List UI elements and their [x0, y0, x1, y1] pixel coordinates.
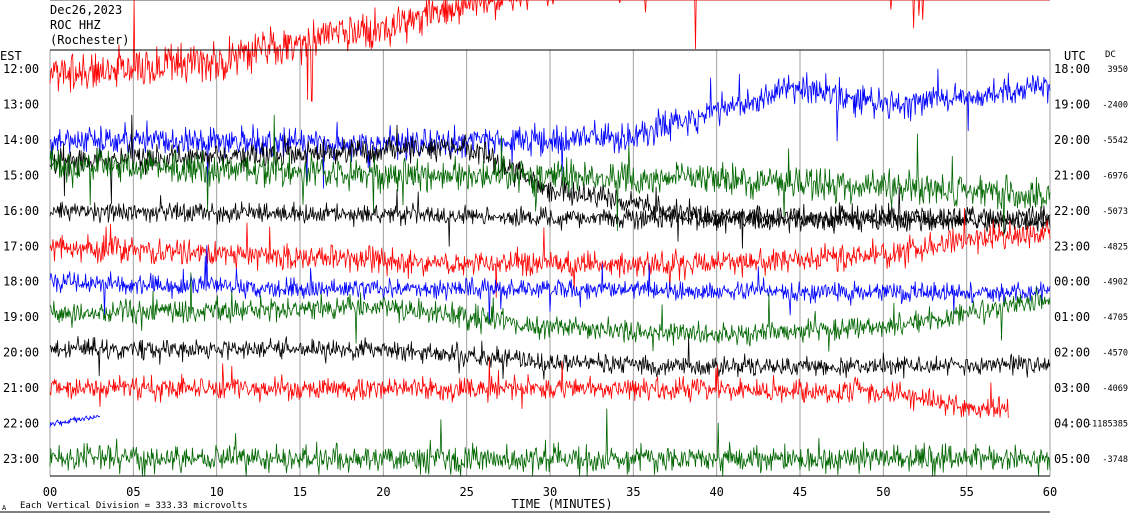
dc-value: -1185385 — [1087, 420, 1128, 430]
trace-layer — [49, 0, 1051, 477]
dc-value: -6976 — [1102, 171, 1128, 181]
seismic-trace-line — [49, 272, 1051, 352]
dc-value: -4570 — [1102, 349, 1128, 359]
x-tick-label: 35 — [626, 485, 640, 499]
est-tick-label: 12:00 — [3, 62, 39, 76]
x-tick-label: 25 — [459, 485, 473, 499]
est-tick-label: 16:00 — [3, 204, 39, 218]
x-tick-label: 00 — [43, 485, 57, 499]
label-layer: EST UTC DC TIME (MINUTES) A Each Vertica… — [0, 49, 1128, 512]
est-tick-label: 21:00 — [3, 381, 39, 395]
header-date: Dec26,2023 — [50, 3, 123, 17]
dc-value: -5073 — [1102, 207, 1128, 217]
seismic-trace-line — [49, 114, 1051, 236]
utc-tick-label: 20:00 — [1054, 133, 1090, 147]
x-tick-label: 40 — [709, 485, 723, 499]
est-tick-label: 13:00 — [3, 97, 39, 111]
scale-note: Each Vertical Division = 333.33 microvol… — [20, 501, 248, 511]
x-tick-label: 15 — [293, 485, 307, 499]
est-tick-label: 14:00 — [3, 133, 39, 147]
x-tick-label: 50 — [876, 485, 890, 499]
utc-tick-label: 04:00 — [1054, 417, 1090, 431]
seismic-trace-line — [49, 358, 1009, 419]
dc-value: -2400 — [1102, 100, 1128, 110]
seismic-trace-line — [49, 0, 1050, 102]
utc-axis-title: UTC — [1064, 49, 1086, 63]
seismic-trace-line — [49, 68, 1051, 189]
est-tick-label: 15:00 — [3, 168, 39, 182]
utc-tick-label: 21:00 — [1054, 168, 1090, 182]
seismic-trace-line — [49, 245, 1051, 324]
utc-tick-label: 00:00 — [1054, 275, 1090, 289]
dc-value: -4705 — [1102, 313, 1128, 323]
est-tick-label: 20:00 — [3, 346, 39, 360]
seismic-trace-line — [49, 189, 1051, 247]
header-station: ROC HHZ — [50, 18, 101, 32]
utc-tick-label: 03:00 — [1054, 381, 1090, 395]
dc-value: -5542 — [1102, 136, 1128, 146]
header-location: (Rochester) — [50, 33, 130, 47]
dc-value: -4069 — [1102, 384, 1128, 394]
x-tick-label: 05 — [126, 485, 140, 499]
x-tick-label: 45 — [793, 485, 807, 499]
seismic-trace-line — [49, 336, 1051, 380]
est-tick-label: 19:00 — [3, 310, 39, 324]
seismic-trace-line — [49, 114, 1051, 249]
dc-column-title: DC — [1105, 50, 1116, 60]
utc-tick-label: 18:00 — [1054, 62, 1090, 76]
utc-tick-label: 23:00 — [1054, 239, 1090, 253]
seismic-trace-line — [49, 408, 1051, 477]
frame-layer — [0, 49, 1050, 513]
est-tick-label: 22:00 — [3, 417, 39, 431]
footer-mark: A — [2, 504, 7, 512]
est-tick-label: 17:00 — [3, 239, 39, 253]
est-tick-label: 18:00 — [3, 275, 39, 289]
seismic-trace-line — [49, 207, 1051, 299]
est-axis-title: EST — [0, 49, 22, 63]
dc-value: -4825 — [1102, 242, 1128, 252]
utc-tick-label: 01:00 — [1054, 310, 1090, 324]
x-axis-title: TIME (MINUTES) — [511, 497, 612, 511]
dc-value: 3950 — [1108, 65, 1128, 75]
seismic-trace-line — [49, 414, 101, 428]
utc-tick-label: 05:00 — [1054, 452, 1090, 466]
est-tick-label: 23:00 — [3, 452, 39, 466]
dc-value: -4902 — [1102, 278, 1128, 288]
utc-tick-label: 02:00 — [1054, 346, 1090, 360]
x-tick-label: 30 — [543, 485, 557, 499]
x-tick-label: 60 — [1043, 485, 1057, 499]
utc-tick-label: 22:00 — [1054, 204, 1090, 218]
x-tick-label: 55 — [959, 485, 973, 499]
utc-tick-label: 19:00 — [1054, 97, 1090, 111]
x-tick-label: 20 — [376, 485, 390, 499]
dc-value: -3748 — [1102, 455, 1128, 465]
x-tick-label: 10 — [209, 485, 223, 499]
